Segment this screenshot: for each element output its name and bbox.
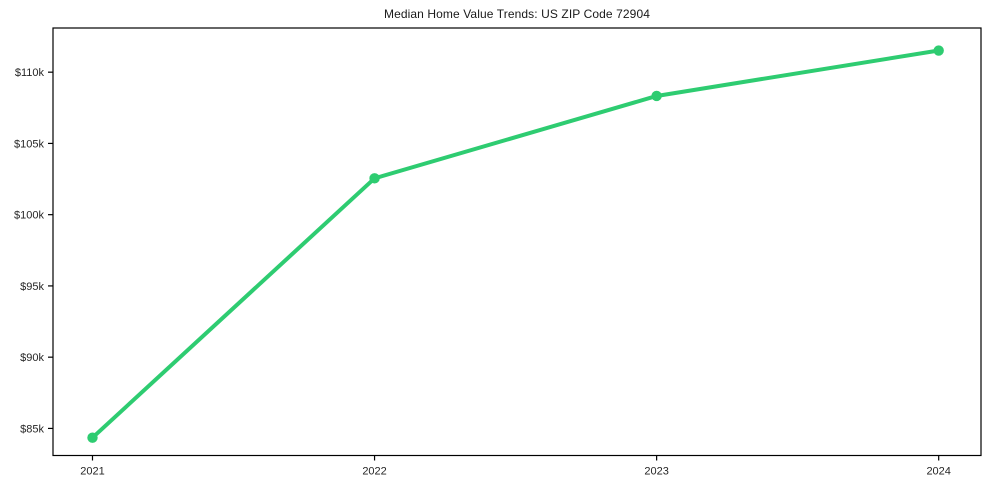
y-tick-label: $110k	[15, 67, 45, 79]
data-point-marker	[87, 432, 98, 443]
y-tick-label: $100k	[14, 210, 44, 222]
data-point-marker	[369, 173, 380, 184]
x-tick-label: 2022	[362, 466, 386, 478]
chart-title: Median Home Value Trends: US ZIP Code 72…	[383, 7, 650, 21]
y-tick-label: $105k	[14, 138, 44, 150]
x-tick-label: 2023	[644, 466, 668, 478]
data-point-marker	[651, 90, 662, 102]
plot-border	[52, 27, 982, 457]
data-point-marker	[933, 45, 944, 56]
x-tick-label: 2021	[80, 466, 104, 478]
trend-line	[90, 48, 941, 440]
x-tick-label: 2024	[926, 466, 950, 478]
y-tick-label: $95k	[20, 281, 44, 293]
y-tick-label: $85k	[20, 423, 44, 435]
y-tick-label: $90k	[20, 352, 44, 364]
